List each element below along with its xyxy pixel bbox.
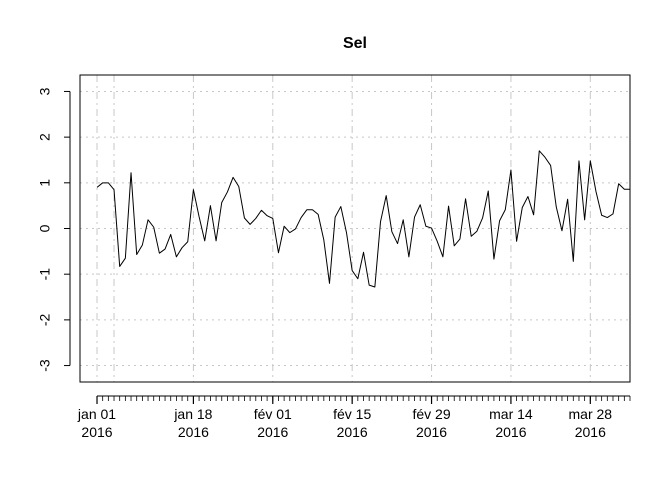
x-tick-label-year: 2016 [257,424,288,440]
y-tick-label: 0 [37,224,53,232]
x-tick-label-year: 2016 [337,424,368,440]
y-tick-label: -3 [37,359,53,372]
series [96,150,630,288]
y-axis: -3 -2 -1 0 1 2 3 [37,87,71,372]
y-tick-label: -1 [37,268,53,281]
y-tick-label: -2 [37,313,53,326]
grid [79,75,631,382]
x-axis: jan 01 2016 jan 18 2016 fév 01 2016 fév 15 2016… [77,395,631,440]
x-tick-label-date: fév 15 [333,406,371,422]
x-tick-label-date: jan 01 [77,406,116,422]
x-tick-label-year: 2016 [495,424,526,440]
x-tick-label-date: mar 28 [569,406,613,422]
x-tick-label-year: 2016 [575,424,606,440]
y-tick-label: 1 [37,179,53,187]
series-line [96,150,630,288]
x-tick-label-date: mar 14 [489,406,533,422]
y-tick-label: 3 [37,87,53,95]
x-tick-label-year: 2016 [81,424,112,440]
x-tick-label-year: 2016 [416,424,447,440]
y-tick-label: 2 [37,133,53,141]
x-tick-label-date: fév 29 [412,406,450,422]
plot-frame [79,74,631,383]
x-tick-label-date: fév 01 [254,406,292,422]
chart-title: Sel [343,35,367,52]
x-tick-label-date: jan 18 [173,406,212,422]
x-tick-label-year: 2016 [178,424,209,440]
